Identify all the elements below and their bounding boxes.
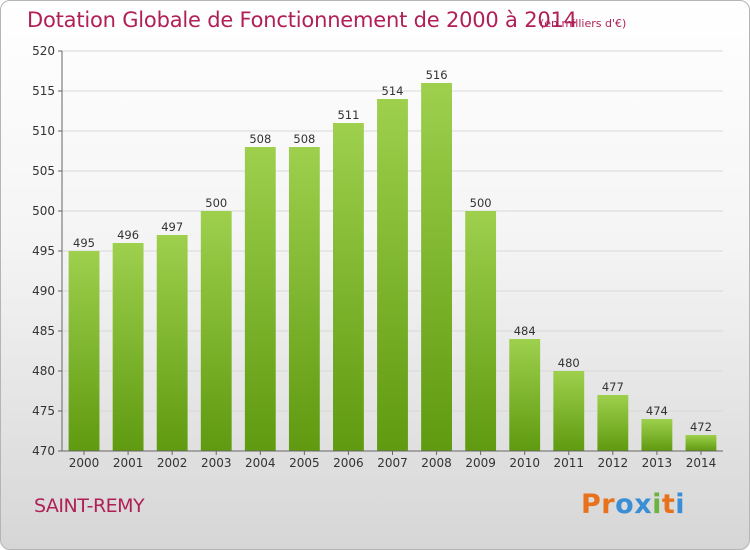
data-label: 480: [558, 356, 580, 370]
data-label: 497: [161, 220, 183, 234]
logo-letter: i: [675, 489, 686, 520]
data-label: 496: [117, 228, 139, 242]
bars: [68, 83, 717, 451]
bar: [333, 123, 364, 451]
data-label: 495: [73, 236, 95, 250]
data-label: 508: [293, 132, 315, 146]
bar: [288, 147, 320, 451]
data-label: 500: [205, 196, 227, 210]
y-tick-label: 470: [32, 444, 55, 458]
y-tick-label: 485: [32, 324, 55, 338]
bar: [421, 83, 452, 451]
x-tick-label: 2010: [509, 456, 540, 470]
axes: [58, 50, 723, 455]
y-tick-label: 475: [32, 404, 55, 418]
x-tick-label: 2004: [245, 456, 276, 470]
data-label: 472: [690, 420, 712, 434]
data-label: 508: [249, 132, 271, 146]
bar: [465, 211, 497, 451]
bar: [244, 147, 276, 451]
bar: [597, 395, 629, 451]
logo-letter: r: [601, 489, 616, 520]
labels: 470 475 480 485 490 495 500 505 510 515 520 495 2000…: [32, 44, 716, 470]
data-label: 514: [382, 84, 404, 98]
y-tick-label: 505: [32, 164, 55, 178]
y-tick-label: 520: [32, 44, 55, 58]
logo-letter: i: [652, 489, 662, 520]
x-tick-label: 2003: [201, 456, 232, 470]
x-tick-label: 2013: [642, 456, 673, 470]
y-tick-label: 500: [32, 204, 55, 218]
x-tick-label: 2007: [377, 456, 408, 470]
unit-note: (en milliers d'€): [540, 17, 627, 30]
x-tick-label: 2002: [157, 456, 188, 470]
bar: [156, 235, 188, 451]
bar: [509, 339, 541, 451]
x-tick-label: 2000: [69, 456, 100, 470]
logo-letter: o: [615, 489, 635, 520]
y-tick-label: 490: [32, 284, 55, 298]
y-tick-label: 480: [32, 364, 55, 378]
data-label: 500: [470, 196, 492, 210]
x-tick-label: 2005: [289, 456, 320, 470]
logo-letter: P: [581, 489, 602, 520]
data-label: 516: [426, 68, 448, 82]
y-tick-label: 495: [32, 244, 55, 258]
data-label: 511: [337, 108, 359, 122]
bar: [68, 251, 100, 451]
data-label: 477: [602, 380, 624, 394]
data-label: 474: [646, 404, 668, 418]
proxiti-logo: Proxiti: [581, 489, 685, 520]
x-tick-label: 2001: [113, 456, 144, 470]
bar: [112, 243, 144, 451]
data-label: 484: [514, 324, 536, 338]
y-tick-label: 515: [32, 84, 55, 98]
x-tick-label: 2008: [421, 456, 452, 470]
x-tick-label: 2006: [333, 456, 364, 470]
logo-letter: t: [661, 489, 676, 520]
chart-title: Dotation Globale de Fonctionnement de 20…: [27, 8, 577, 32]
bar: [200, 211, 232, 451]
bar: [685, 435, 717, 451]
x-tick-label: 2011: [553, 456, 584, 470]
bar: [553, 371, 585, 451]
x-tick-label: 2012: [598, 456, 629, 470]
commune-name: SAINT-REMY: [34, 495, 145, 517]
logo-letter: x: [634, 489, 653, 520]
x-tick-label: 2009: [465, 456, 496, 470]
bar: [377, 99, 408, 451]
bar: [641, 419, 673, 451]
y-tick-label: 510: [32, 124, 55, 138]
x-tick-label: 2014: [686, 456, 717, 470]
